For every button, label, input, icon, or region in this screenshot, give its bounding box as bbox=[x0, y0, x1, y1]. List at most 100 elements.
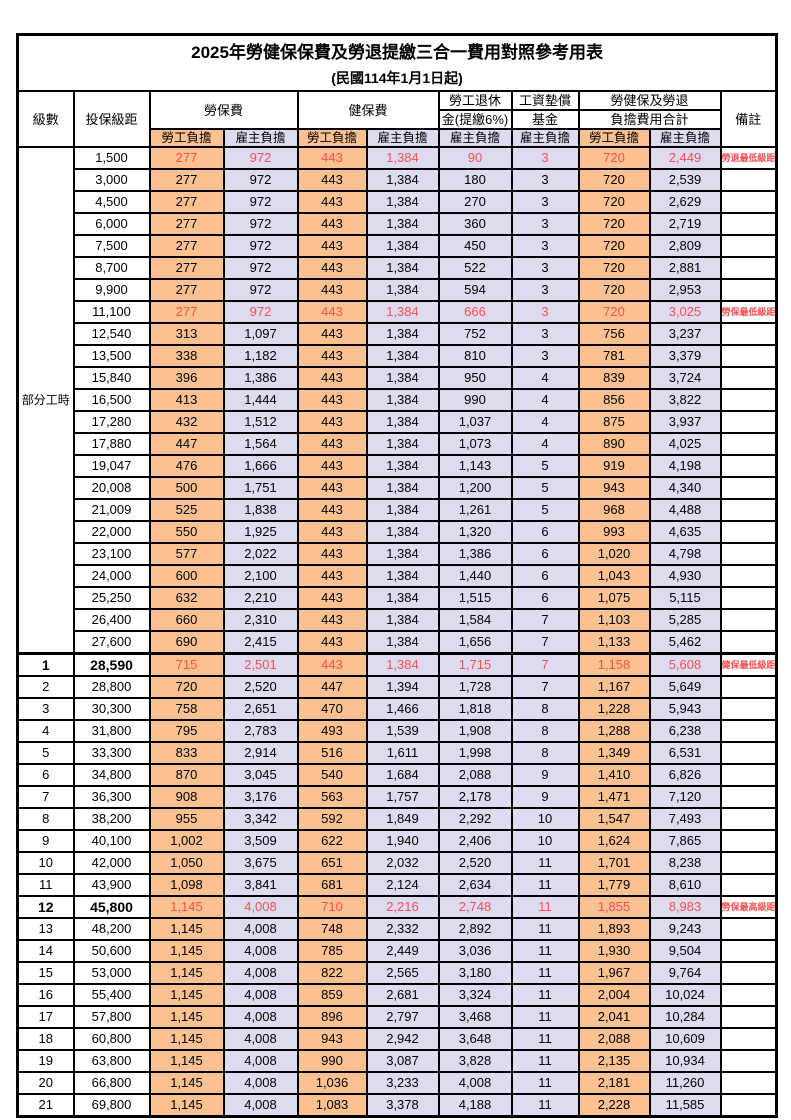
health-employer-cell: 3,233 bbox=[365, 1071, 440, 1095]
labor-employer-cell: 1,444 bbox=[222, 388, 299, 412]
health-employer-cell: 1,466 bbox=[365, 697, 440, 721]
pension-employer-cell: 2,178 bbox=[437, 785, 513, 809]
labor-employee-cell: 525 bbox=[148, 498, 225, 522]
health-employer-cell: 2,681 bbox=[365, 983, 440, 1007]
labor-employer-cell: 972 bbox=[222, 212, 299, 236]
total-employer-cell: 10,284 bbox=[648, 1005, 722, 1029]
labor-employee-cell: 690 bbox=[148, 630, 225, 655]
total-employer-cell: 2,809 bbox=[648, 234, 722, 258]
level-cell: 7 bbox=[16, 785, 75, 809]
remark-cell bbox=[719, 190, 778, 214]
remark-cell bbox=[719, 917, 778, 941]
health-employee-cell: 540 bbox=[296, 763, 368, 787]
remark-cell: 勞保最低級距 bbox=[719, 300, 778, 324]
remark-cell bbox=[719, 168, 778, 192]
reference-sheet: 2025年勞健保保費及勞退提繳三合一費用對照參考用表 (民國114年1月1日起)… bbox=[16, 33, 779, 1118]
pension-employer-cell: 1,515 bbox=[437, 586, 513, 610]
labor-employee-cell: 413 bbox=[148, 388, 225, 412]
labor-employer-cell: 2,415 bbox=[222, 630, 299, 655]
labor-employer-cell: 2,310 bbox=[222, 608, 299, 632]
bracket-cell: 48,200 bbox=[72, 917, 151, 941]
table-row: 9,900 277 972 443 1,384 594 3 720 2,953 bbox=[18, 278, 778, 302]
pension-employer-cell: 1,386 bbox=[437, 542, 513, 566]
table-row: 6,000 277 972 443 1,384 360 3 720 2,719 bbox=[18, 212, 778, 236]
total-employer-cell: 11,260 bbox=[648, 1071, 722, 1095]
health-employee-cell: 443 bbox=[296, 652, 368, 677]
total-employer-cell: 9,243 bbox=[648, 917, 722, 941]
bracket-cell: 33,300 bbox=[72, 741, 151, 765]
labor-employer-cell: 4,008 bbox=[222, 961, 299, 985]
pension-employer-cell: 2,748 bbox=[437, 895, 513, 919]
labor-employer-cell: 1,564 bbox=[222, 432, 299, 456]
health-employee-cell: 443 bbox=[296, 410, 368, 434]
table-row: 21 69,800 1,145 4,008 1,083 3,378 4,188 11 2,228… bbox=[16, 1093, 778, 1118]
header-health-employee: 勞工負擔 bbox=[296, 128, 368, 148]
title-row: 2025年勞健保保費及勞退提繳三合一費用對照參考用表 (民國114年1月1日起) bbox=[16, 33, 778, 92]
health-employee-cell: 443 bbox=[296, 520, 368, 544]
labor-employer-cell: 3,176 bbox=[222, 785, 299, 809]
pension-employer-cell: 1,584 bbox=[437, 608, 513, 632]
table-row: 3,000 277 972 443 1,384 180 3 720 2,539 bbox=[18, 168, 778, 192]
total-employee-cell: 2,041 bbox=[577, 1005, 651, 1029]
total-employee-cell: 1,893 bbox=[577, 917, 651, 941]
table-row: 部分工時 1,500 277 972 443 1,384 90 3 720 2,449 勞退最低級距 bbox=[16, 146, 778, 655]
labor-employee-cell: 277 bbox=[148, 190, 225, 214]
pension-employer-cell: 594 bbox=[437, 278, 513, 302]
table-row: 5 33,300 833 2,914 516 1,611 1,998 8 1,349 6,531 bbox=[16, 741, 778, 765]
health-employer-cell: 1,384 bbox=[365, 322, 440, 346]
bracket-cell: 26,400 bbox=[72, 608, 151, 632]
labor-employer-cell: 2,501 bbox=[222, 652, 299, 677]
level-cell: 10 bbox=[16, 851, 75, 875]
pension-employer-cell: 1,320 bbox=[437, 520, 513, 544]
pension-employer-cell: 3,324 bbox=[437, 983, 513, 1007]
bracket-cell: 38,200 bbox=[72, 807, 151, 831]
table-row: 25,250 632 2,210 443 1,384 1,515 6 1,075 5,115 bbox=[18, 586, 778, 610]
health-employee-cell: 443 bbox=[296, 630, 368, 655]
bracket-cell: 19,047 bbox=[72, 454, 151, 478]
total-employer-cell: 6,238 bbox=[648, 719, 722, 743]
pension-employer-cell: 4,188 bbox=[437, 1093, 513, 1118]
remark-cell bbox=[719, 1071, 778, 1095]
labor-employer-cell: 972 bbox=[222, 146, 299, 170]
labor-employer-cell: 3,509 bbox=[222, 829, 299, 853]
table-row: 12 45,800 1,145 4,008 710 2,216 2,748 11 1,855 8,… bbox=[16, 895, 778, 919]
health-employee-cell: 443 bbox=[296, 608, 368, 632]
remark-cell bbox=[719, 344, 778, 368]
table-row: 23,100 577 2,022 443 1,384 1,386 6 1,020 4,798 bbox=[18, 542, 778, 566]
remark-cell bbox=[719, 542, 778, 566]
remark-cell bbox=[719, 278, 778, 302]
table-row: 1 28,590 715 2,501 443 1,384 1,715 7 1,158 5,608 健… bbox=[16, 652, 778, 677]
pension-employer-cell: 752 bbox=[437, 322, 513, 346]
header-health-insurance: 健保費 bbox=[296, 90, 440, 130]
total-employee-cell: 720 bbox=[577, 256, 651, 280]
total-employee-cell: 720 bbox=[577, 190, 651, 214]
bracket-cell: 53,000 bbox=[72, 961, 151, 985]
table-row: 18 60,800 1,145 4,008 943 2,942 3,648 11 2,088 10… bbox=[16, 1027, 778, 1051]
total-employee-cell: 720 bbox=[577, 146, 651, 170]
health-employer-cell: 2,797 bbox=[365, 1005, 440, 1029]
total-employer-cell: 5,115 bbox=[648, 586, 722, 610]
bracket-cell: 1,500 bbox=[72, 146, 151, 170]
table-row: 12,540 313 1,097 443 1,384 752 3 756 3,237 bbox=[18, 322, 778, 346]
table-row: 6 34,800 870 3,045 540 1,684 2,088 9 1,410 6,826 bbox=[16, 763, 778, 787]
header-burden-row: 勞工負擔 雇主負擔 勞工負擔 雇主負擔 雇主負擔 雇主負擔 勞工負擔 雇主負擔 bbox=[18, 128, 777, 148]
bracket-cell: 45,800 bbox=[72, 895, 151, 919]
health-employer-cell: 1,849 bbox=[365, 807, 440, 831]
total-employer-cell: 5,943 bbox=[648, 697, 722, 721]
wage-fund-employer-cell: 9 bbox=[510, 785, 580, 809]
labor-employee-cell: 277 bbox=[148, 300, 225, 324]
total-employee-cell: 875 bbox=[577, 410, 651, 434]
total-employer-cell: 10,934 bbox=[648, 1049, 722, 1073]
health-employer-cell: 1,384 bbox=[365, 168, 440, 192]
labor-employer-cell: 1,838 bbox=[222, 498, 299, 522]
wage-fund-employer-cell: 11 bbox=[510, 1071, 580, 1095]
total-employer-cell: 7,493 bbox=[648, 807, 722, 831]
health-employee-cell: 990 bbox=[296, 1049, 368, 1073]
labor-employee-cell: 1,145 bbox=[148, 1049, 225, 1073]
header-total-employer: 雇主負擔 bbox=[648, 128, 722, 148]
header-level: 級數 bbox=[16, 90, 75, 148]
remark-cell bbox=[719, 586, 778, 610]
total-employer-cell: 3,724 bbox=[648, 366, 722, 390]
total-employee-cell: 993 bbox=[577, 520, 651, 544]
health-employer-cell: 1,384 bbox=[365, 498, 440, 522]
